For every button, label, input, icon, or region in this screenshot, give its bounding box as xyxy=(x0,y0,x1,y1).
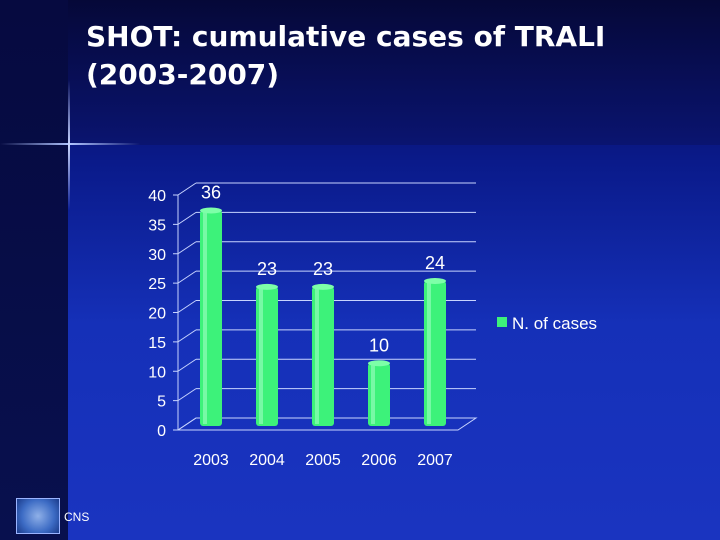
y-tick-label: 0 xyxy=(157,423,166,440)
legend-swatch xyxy=(497,317,507,327)
bar-cap xyxy=(256,283,278,290)
y-tick-label: 15 xyxy=(148,335,166,352)
y-tick-label: 30 xyxy=(148,247,166,264)
title-line-2: (2003-2007) xyxy=(86,58,280,91)
header-band xyxy=(0,0,720,145)
y-tick-label: 25 xyxy=(148,276,166,293)
bar-highlight xyxy=(371,365,375,424)
data-label: 10 xyxy=(369,335,389,355)
x-tick-label: 2003 xyxy=(193,452,229,469)
data-label: 23 xyxy=(257,259,277,279)
bar-cap xyxy=(424,278,446,284)
x-tick-label: 2007 xyxy=(417,452,453,469)
gridline-diagonal xyxy=(177,300,197,313)
title-line-1: SHOT: cumulative cases of TRALI xyxy=(86,20,606,53)
bar-cap xyxy=(368,360,390,367)
gridline-diagonal xyxy=(177,182,197,196)
y-tick-label: 35 xyxy=(148,217,166,234)
x-tick-label: 2005 xyxy=(305,452,341,469)
gridline-diagonal xyxy=(177,241,197,255)
bar-cap xyxy=(200,207,222,214)
vertical-accent-line xyxy=(68,80,70,210)
bar-highlight xyxy=(427,283,431,424)
gridline-diagonal xyxy=(177,270,197,284)
bar-highlight xyxy=(203,212,207,424)
legend-label: N. of cases xyxy=(512,314,597,333)
data-label: 36 xyxy=(201,183,221,203)
horizontal-accent-line xyxy=(0,143,140,145)
y-tick-label: 40 xyxy=(148,188,166,205)
gridline-diagonal xyxy=(177,417,197,431)
x-tick-label: 2004 xyxy=(249,452,285,469)
bar-highlight xyxy=(315,288,319,424)
gridline-diagonal xyxy=(177,388,197,402)
y-tick-label: 20 xyxy=(148,306,166,323)
gridline-diagonal xyxy=(177,329,197,343)
gridline-diagonal xyxy=(177,211,197,225)
gridline-diagonal xyxy=(177,358,197,372)
x-tick-label: 2006 xyxy=(361,452,397,469)
y-tick-label: 5 xyxy=(157,394,166,411)
logo-label: CNS xyxy=(64,510,90,524)
y-tick-label: 10 xyxy=(148,364,166,381)
data-label: 24 xyxy=(425,253,445,273)
slide-title: SHOT: cumulative cases of TRALI (2003-20… xyxy=(86,18,686,94)
left-band xyxy=(0,0,68,540)
data-label: 23 xyxy=(313,259,333,279)
bar-cap xyxy=(312,283,334,290)
bar-highlight xyxy=(259,288,263,424)
logo-icon xyxy=(16,498,60,534)
